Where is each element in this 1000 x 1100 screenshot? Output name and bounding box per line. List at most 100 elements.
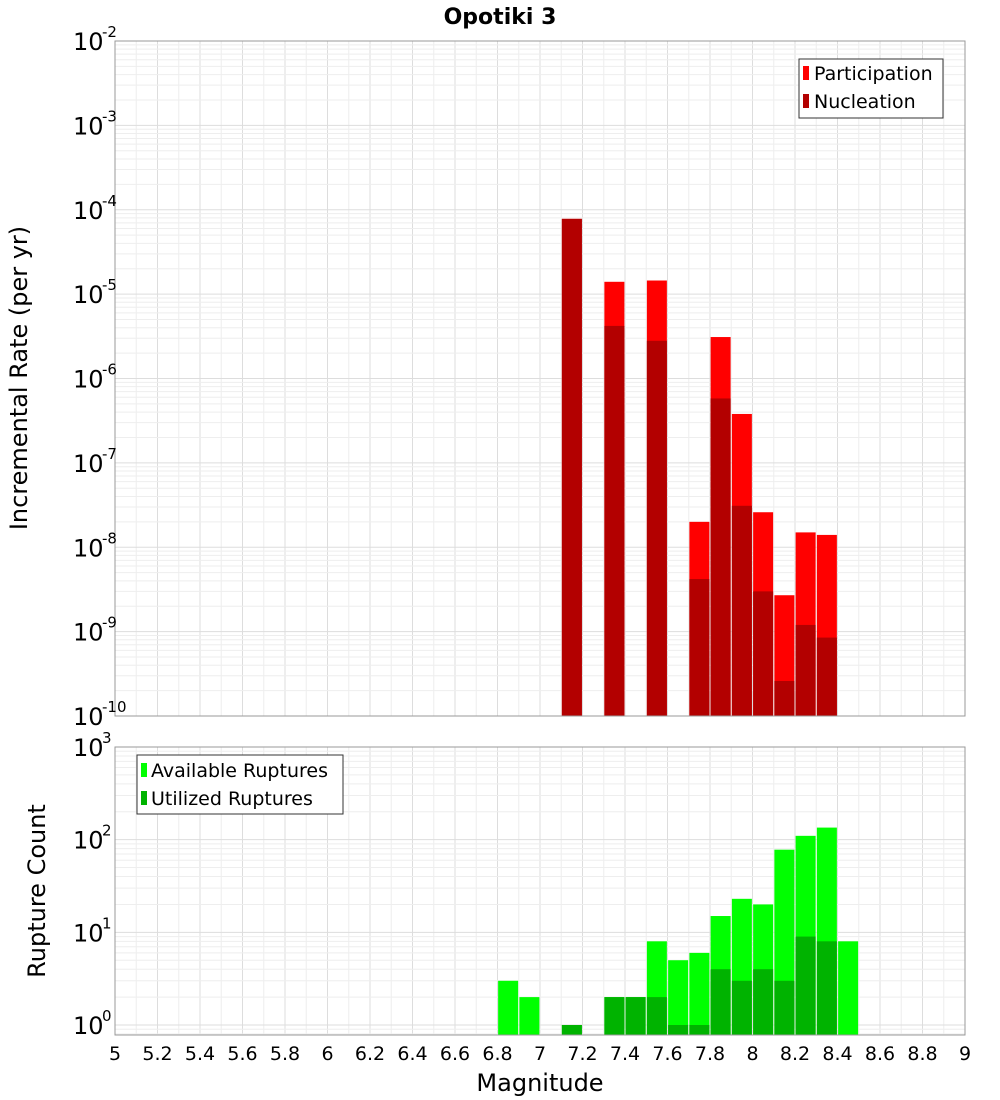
y-tick-base: 10 bbox=[73, 450, 104, 478]
y-tick-label: 103 bbox=[73, 729, 112, 762]
x-tick-label: 6 bbox=[321, 1043, 333, 1065]
count-bar-b-7.75 bbox=[689, 1025, 710, 1035]
count-bar-b-7.65 bbox=[668, 1025, 689, 1035]
y-tick-base: 10 bbox=[73, 619, 104, 647]
x-tick-label: 5.2 bbox=[142, 1043, 172, 1065]
x-tick-label: 5.6 bbox=[227, 1043, 257, 1065]
count-bar-b-8.05 bbox=[753, 969, 774, 1035]
bottom-legend: Available Ruptures Utilized Ruptures bbox=[136, 754, 344, 815]
count-bar-a-7.75 bbox=[689, 952, 710, 1035]
x-tick-label: 6.6 bbox=[440, 1043, 470, 1065]
y-tick-exponent: -5 bbox=[102, 276, 117, 294]
x-tick-label: 8.8 bbox=[907, 1043, 937, 1065]
rate-bar-b-8.05 bbox=[753, 591, 774, 716]
count-bar-b-8.35 bbox=[816, 941, 837, 1035]
legend-label-participation: Participation bbox=[814, 63, 933, 85]
y-tick-exponent: -9 bbox=[102, 614, 117, 632]
y-tick-label: 10-5 bbox=[73, 276, 117, 309]
y-tick-label: 101 bbox=[73, 914, 112, 947]
legend-label-available: Available Ruptures bbox=[151, 760, 328, 782]
count-bar-b-7.55 bbox=[646, 997, 667, 1035]
count-bar-a-7.65 bbox=[668, 960, 689, 1035]
bottom-panel-bars bbox=[498, 827, 859, 1035]
rate-bar-b-7.85 bbox=[710, 398, 731, 716]
count-bar-b-7.15 bbox=[561, 1025, 582, 1035]
rate-bar-b-7.95 bbox=[731, 505, 752, 716]
rate-bar-b-7.75 bbox=[689, 579, 710, 716]
y-tick-exponent: 3 bbox=[102, 729, 112, 747]
legend-label-nucleation: Nucleation bbox=[814, 91, 916, 113]
x-tick-label: 5.8 bbox=[270, 1043, 300, 1065]
x-tick-label: 7.8 bbox=[695, 1043, 725, 1065]
x-tick-label: 8.2 bbox=[780, 1043, 810, 1065]
count-bar-b-8.15 bbox=[774, 980, 795, 1035]
y-tick-exponent: -7 bbox=[102, 445, 117, 463]
x-tick-label: 8.4 bbox=[822, 1043, 852, 1065]
count-bar-b-7.35 bbox=[604, 997, 625, 1035]
count-bar-a-8.45 bbox=[838, 941, 859, 1035]
y-tick-label: 10-4 bbox=[73, 192, 117, 225]
x-tick-label: 6.2 bbox=[355, 1043, 385, 1065]
x-tick-label: 7.4 bbox=[610, 1043, 640, 1065]
top-legend: Participation Nucleation bbox=[798, 58, 944, 119]
legend-label-utilized: Utilized Ruptures bbox=[151, 788, 313, 810]
x-tick-label: 7.6 bbox=[652, 1043, 682, 1065]
y-tick-exponent: -3 bbox=[102, 107, 117, 125]
top-y-axis-label: Incremental Rate (per yr) bbox=[5, 226, 33, 530]
count-bar-b-8.25 bbox=[795, 936, 816, 1035]
x-tick-label: 6.8 bbox=[482, 1043, 512, 1065]
y-tick-base: 10 bbox=[73, 919, 104, 947]
y-tick-exponent: 2 bbox=[102, 822, 112, 840]
bottom-panel-frame bbox=[114, 746, 966, 1036]
y-tick-exponent: 1 bbox=[102, 914, 112, 932]
rate-bar-b-8.35 bbox=[816, 637, 837, 716]
x-axis-label: Magnitude bbox=[476, 1069, 603, 1097]
y-tick-label: 10-10 bbox=[73, 698, 127, 731]
y-tick-base: 10 bbox=[73, 827, 104, 855]
y-tick-base: 10 bbox=[73, 366, 104, 394]
rate-bar-b-7.35 bbox=[604, 325, 625, 716]
y-tick-label: 10-2 bbox=[73, 23, 117, 56]
count-bar-b-7.45 bbox=[625, 997, 646, 1035]
rate-bar-b-7.55 bbox=[646, 340, 667, 716]
top-panel-frame bbox=[114, 40, 966, 717]
bottom-panel-grid bbox=[114, 746, 966, 1035]
chart-title: Opotiki 3 bbox=[444, 5, 557, 30]
legend-swatch-available bbox=[141, 763, 147, 777]
count-bar-b-7.85 bbox=[710, 969, 731, 1035]
y-tick-base: 10 bbox=[73, 281, 104, 309]
y-tick-label: 10-7 bbox=[73, 445, 117, 478]
y-tick-base: 10 bbox=[73, 112, 104, 140]
x-tick-label: 5 bbox=[109, 1043, 121, 1065]
y-tick-exponent: -2 bbox=[102, 23, 117, 41]
bottom-y-axis-label: Rupture Count bbox=[23, 804, 51, 978]
legend-swatch-participation bbox=[803, 66, 809, 80]
y-tick-exponent: 0 bbox=[102, 1007, 112, 1025]
top-legend-box bbox=[798, 58, 944, 119]
legend-swatch-nucleation bbox=[803, 94, 809, 108]
y-tick-base: 10 bbox=[73, 28, 104, 56]
x-tick-label: 7 bbox=[534, 1043, 546, 1065]
y-tick-base: 10 bbox=[73, 197, 104, 225]
y-tick-base: 10 bbox=[73, 703, 104, 731]
y-tick-exponent: -8 bbox=[102, 529, 117, 547]
legend-swatch-utilized bbox=[141, 791, 147, 805]
y-tick-exponent: -6 bbox=[102, 361, 117, 379]
y-tick-label: 100 bbox=[73, 1007, 112, 1040]
x-tick-label: 5.4 bbox=[185, 1043, 215, 1065]
y-tick-label: 10-9 bbox=[73, 614, 117, 647]
y-tick-exponent: -10 bbox=[102, 698, 127, 716]
y-tick-label: 10-6 bbox=[73, 361, 117, 394]
rate-bar-b-7.15 bbox=[561, 218, 582, 716]
x-tick-label: 8.6 bbox=[865, 1043, 895, 1065]
x-tick-label: 6.4 bbox=[397, 1043, 427, 1065]
top-panel-bars bbox=[561, 218, 837, 716]
top-panel-grid bbox=[114, 40, 966, 717]
rate-bar-b-8.25 bbox=[795, 624, 816, 716]
y-tick-exponent: -4 bbox=[102, 192, 117, 210]
bottom-legend-box bbox=[136, 754, 344, 815]
